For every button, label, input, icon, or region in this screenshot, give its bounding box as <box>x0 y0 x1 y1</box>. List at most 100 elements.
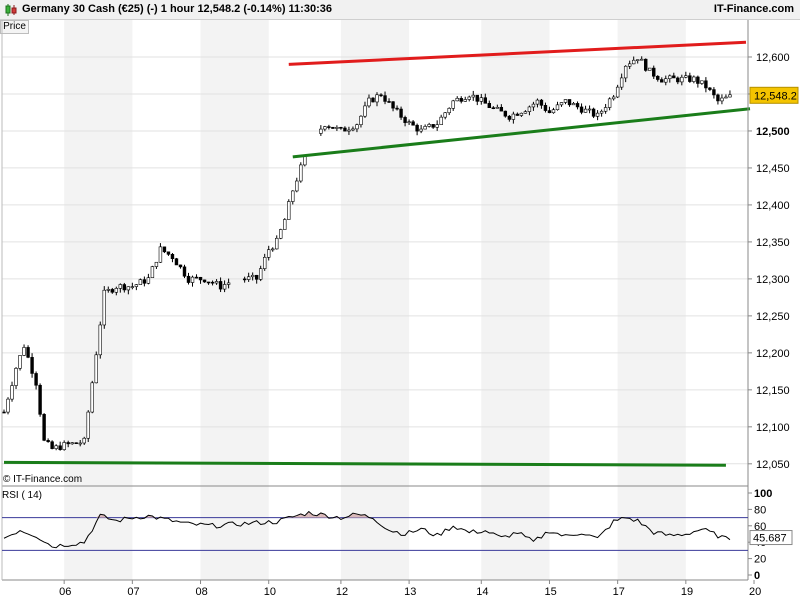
candle-body <box>6 398 10 413</box>
candle-body <box>611 96 616 100</box>
candle-body <box>38 384 42 415</box>
day-band <box>64 20 133 580</box>
candle-body <box>142 279 147 284</box>
candle-body <box>692 76 696 82</box>
price-tick-label: 12,350 <box>756 237 790 249</box>
price-tick-label: 12,500 <box>756 126 790 138</box>
candle-body <box>411 121 415 126</box>
candle-body <box>126 286 131 291</box>
candle-body <box>583 108 588 113</box>
rsi-value-label: 45.687 <box>753 533 787 545</box>
candle-body <box>724 96 728 99</box>
candle-body <box>599 110 604 114</box>
time-tick-label: 12 <box>336 586 348 598</box>
candle-body <box>58 445 62 450</box>
candle-body <box>680 76 684 83</box>
candle-body <box>170 254 175 259</box>
rsi-overbought-fill <box>308 511 313 518</box>
candle-body <box>684 75 688 78</box>
candle-body <box>571 103 576 106</box>
candle-body <box>18 355 22 369</box>
candle-body <box>455 98 459 102</box>
last-price-label: 12,548.2 <box>754 90 797 102</box>
candle-body <box>150 266 155 279</box>
chart-header: Germany 30 Cash (€25) (-) 1 hour 12,548.… <box>0 0 800 20</box>
candle-body <box>627 63 632 67</box>
candle-body <box>34 373 38 386</box>
candle-body <box>190 276 195 283</box>
candle-body <box>391 101 395 109</box>
candle-body <box>331 126 335 129</box>
candle-body <box>383 95 387 102</box>
day-band <box>200 20 269 580</box>
candle-body <box>567 99 572 106</box>
candle-body <box>70 442 74 445</box>
price-tick-label: 12,100 <box>756 422 790 434</box>
candle-body <box>222 284 227 290</box>
candle-body <box>515 113 520 116</box>
candle-body <box>351 128 355 131</box>
candle-body <box>603 107 608 112</box>
day-band <box>340 20 410 580</box>
candle-body <box>42 414 46 441</box>
candle-body <box>503 110 508 117</box>
time-tick-label: 13 <box>404 586 416 598</box>
candle-body <box>535 99 540 105</box>
candle-body <box>106 289 110 291</box>
candle-body <box>563 99 568 103</box>
candle-body <box>26 347 30 358</box>
candle-body <box>631 59 636 65</box>
candle-body <box>523 111 528 114</box>
price-tab[interactable]: Price <box>0 20 29 34</box>
candle-body <box>483 97 487 104</box>
candle-body <box>146 277 151 284</box>
time-tick-label: 10 <box>264 586 276 598</box>
candle-body <box>575 103 580 108</box>
day-band <box>481 20 550 580</box>
time-tick-label: 20 <box>749 586 761 598</box>
candle-body <box>415 124 419 132</box>
candle-body <box>676 77 680 83</box>
candle-body <box>619 77 624 88</box>
candle-body <box>507 115 512 120</box>
brand-logo[interactable]: IT-Finance.com <box>713 3 794 15</box>
candle-body <box>656 75 660 80</box>
candle-body <box>54 445 58 449</box>
candle-body <box>258 268 263 280</box>
time-tick-label: 06 <box>59 586 71 598</box>
rsi-tick-label: 100 <box>754 488 772 500</box>
candle-body <box>419 128 423 132</box>
candle-body <box>439 116 443 125</box>
chart-title: Germany 30 Cash (€25) (-) 1 hour 12,548.… <box>22 3 332 15</box>
candle-body <box>14 368 18 386</box>
candle-body <box>696 76 700 84</box>
candle-body <box>46 440 50 443</box>
candle-body <box>271 248 275 251</box>
last-price-badge <box>749 86 799 104</box>
candle-body <box>672 75 676 79</box>
rsi-value-badge <box>749 530 793 546</box>
candle-body <box>267 249 271 258</box>
candle-body <box>226 282 231 285</box>
candle-body <box>218 281 223 290</box>
candle-body <box>343 127 347 132</box>
candle-body <box>246 276 251 280</box>
candle-body <box>543 105 548 111</box>
candle-body <box>283 219 287 230</box>
candle-body <box>475 94 479 102</box>
candle-body <box>463 99 467 102</box>
candle-body <box>636 59 640 61</box>
price-tick-label: 12,600 <box>756 52 790 64</box>
candle-body <box>102 289 106 326</box>
candle-body <box>122 284 127 291</box>
rsi-tick-label: 0 <box>754 570 760 582</box>
time-tick-label: 08 <box>196 586 208 598</box>
candle-body <box>74 442 78 445</box>
candle-body <box>371 97 375 103</box>
candle-body <box>427 124 431 127</box>
candle-body <box>387 101 391 103</box>
candle-body <box>118 284 123 289</box>
credit-text: © IT-Finance.com <box>3 474 83 485</box>
candle-body <box>587 108 592 111</box>
rsi-line <box>3 510 731 549</box>
